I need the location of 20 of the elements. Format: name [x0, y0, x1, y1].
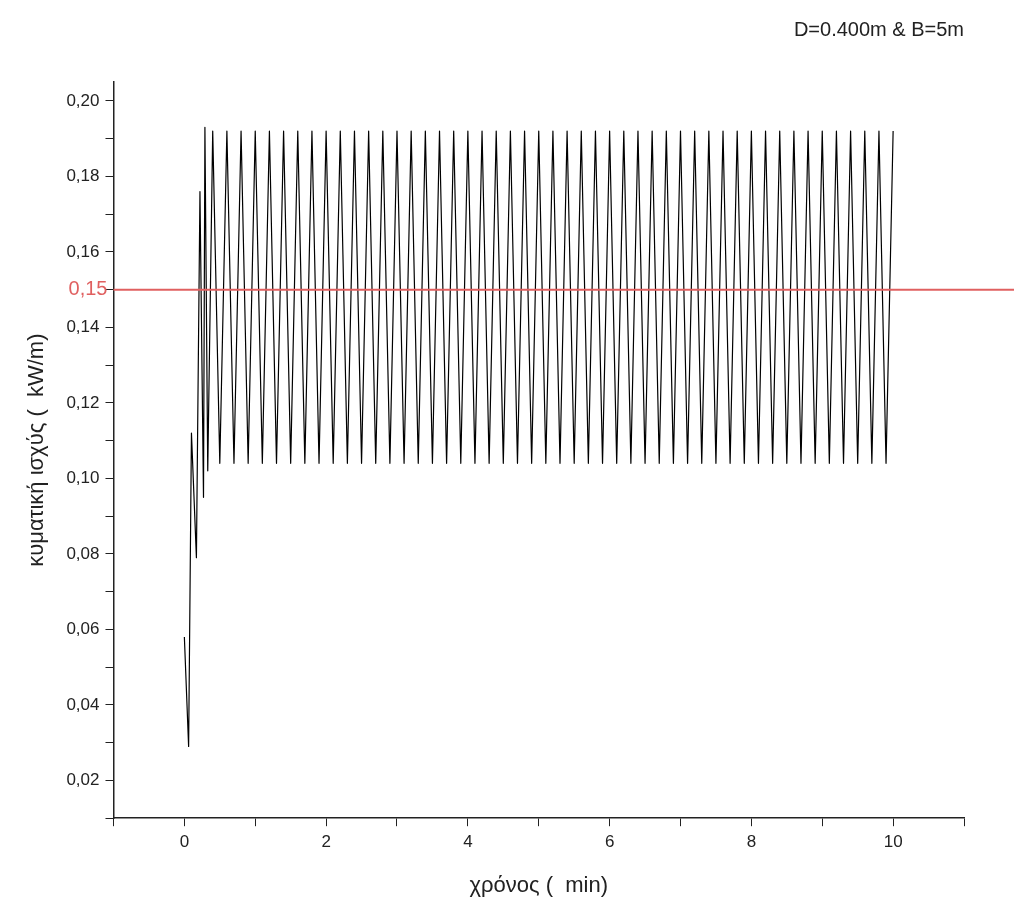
y-tick-label: 0,04: [66, 694, 100, 714]
x-tick-label: 10: [883, 832, 903, 852]
y-tick-label: 0,12: [66, 392, 100, 412]
y-tick-label: 0,16: [66, 241, 100, 261]
x-tick-label: 4: [463, 832, 473, 852]
y-tick-label: 0,06: [66, 619, 100, 639]
y-tick-label: 0,20: [66, 90, 100, 110]
x-tick-label: 0: [179, 832, 190, 852]
y-tick-label: 0,14: [66, 317, 100, 337]
ref-line-label: 0,15: [68, 277, 108, 300]
x-axis-title: χρόνος ( min): [469, 871, 609, 897]
x-tick-label: 2: [321, 832, 331, 852]
y-tick-label: 0,18: [66, 166, 100, 186]
y-tick-label: 0,08: [66, 543, 100, 563]
y-tick-label: 0,02: [66, 770, 100, 790]
x-tick-label: 8: [746, 832, 757, 852]
y-axis-title: κυματική ισχύς ( kW/m): [23, 333, 49, 567]
x-tick-label: 6: [604, 832, 615, 852]
chart-title: D=0.400m & B=5m: [793, 17, 964, 40]
y-tick-label: 0,10: [66, 468, 100, 488]
